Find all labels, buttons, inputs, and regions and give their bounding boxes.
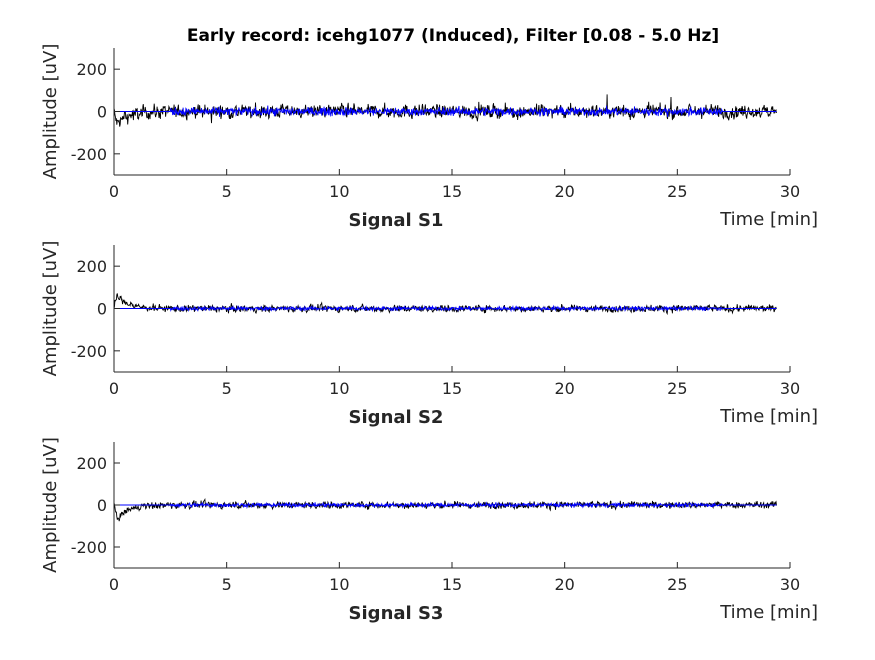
x-tick-label: 15 <box>442 379 462 398</box>
x-tick-label: 0 <box>109 182 119 201</box>
x-tick-label: 10 <box>329 379 349 398</box>
y-axis-label: Amplitude [uV] <box>40 437 61 573</box>
y-tick-label: -200 <box>71 538 107 557</box>
x-tick-label: 10 <box>329 575 349 594</box>
y-tick-label: 200 <box>76 454 107 473</box>
subplot-title: Signal S1 <box>349 210 444 231</box>
y-tick-label: 200 <box>76 257 107 276</box>
x-tick-label: 20 <box>554 379 574 398</box>
subplot-title: Signal S2 <box>349 407 444 428</box>
series-line-segment <box>114 501 777 510</box>
y-tick-label: -200 <box>71 145 107 164</box>
x-tick-label: 10 <box>329 182 349 201</box>
x-tick-label: 15 <box>442 575 462 594</box>
x-axis-label: Time [min] <box>719 602 818 623</box>
y-axis-label: Amplitude [uV] <box>40 241 61 377</box>
x-tick-label: 25 <box>667 182 687 201</box>
series-line-segment <box>114 304 777 313</box>
y-tick-label: 0 <box>97 103 107 122</box>
x-tick-label: 20 <box>554 575 574 594</box>
x-tick-label: 25 <box>667 575 687 594</box>
series-line-segment <box>114 105 777 118</box>
chart-title: Early record: icehg1077 (Induced), Filte… <box>187 26 719 46</box>
y-tick-label: 0 <box>97 300 107 319</box>
x-tick-label: 30 <box>780 182 800 201</box>
y-tick-label: -200 <box>71 342 107 361</box>
x-tick-label: 5 <box>222 379 232 398</box>
series-line-raw <box>113 498 777 522</box>
x-tick-label: 15 <box>442 182 462 201</box>
y-tick-label: 200 <box>76 60 107 79</box>
x-tick-label: 30 <box>780 575 800 594</box>
x-tick-label: 5 <box>222 575 232 594</box>
y-axis-label: Amplitude [uV] <box>40 44 61 180</box>
x-axis-label: Time [min] <box>719 406 818 427</box>
subplot-title: Signal S3 <box>349 603 444 624</box>
x-tick-label: 30 <box>780 379 800 398</box>
y-tick-label: 0 <box>97 496 107 515</box>
x-tick-label: 20 <box>554 182 574 201</box>
x-tick-label: 25 <box>667 379 687 398</box>
x-tick-label: 0 <box>109 379 119 398</box>
x-tick-label: 0 <box>109 575 119 594</box>
x-tick-label: 5 <box>222 182 232 201</box>
x-axis-label: Time [min] <box>719 209 818 230</box>
